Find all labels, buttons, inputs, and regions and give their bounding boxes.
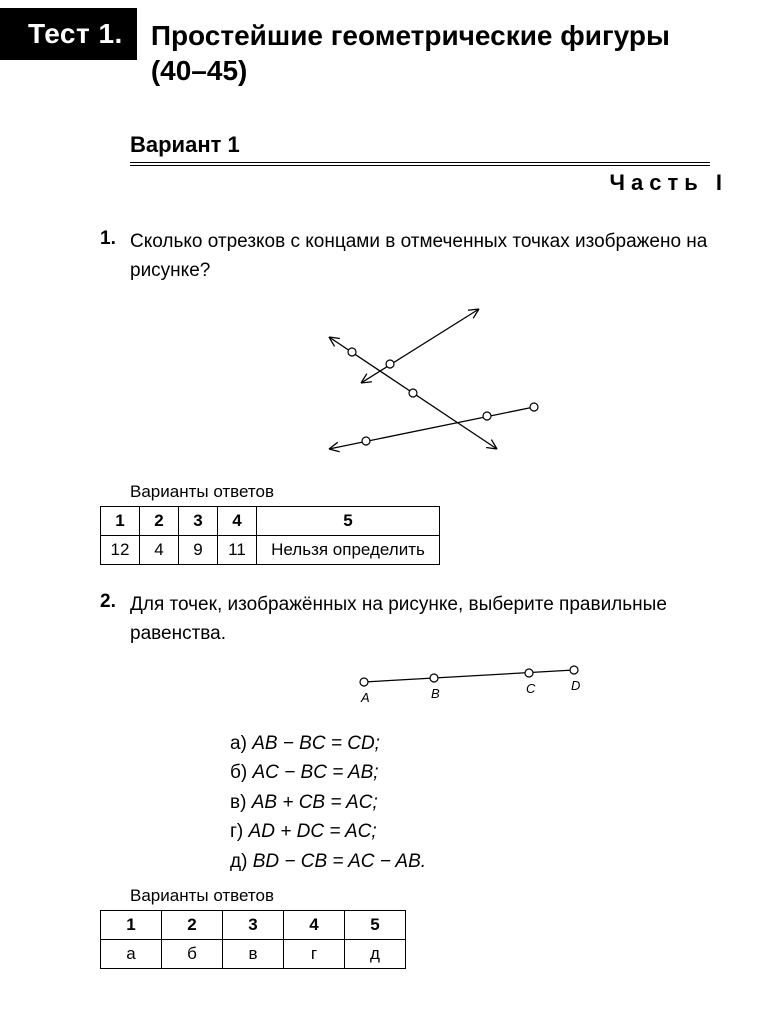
- q2-figure: A B C D: [220, 662, 728, 711]
- answer-cell: г: [284, 940, 345, 969]
- page-title: Простейшие геометрические фигуры (40–45): [151, 8, 670, 88]
- answer-cell: 12: [101, 536, 140, 565]
- answer-header: 5: [345, 911, 406, 940]
- svg-text:B: B: [431, 686, 440, 701]
- answer-header: 4: [218, 507, 257, 536]
- q2-text: Для точек, изображённых на рисунке, выбе…: [130, 591, 728, 648]
- q1-answer-table: 12345124911Нельзя определить: [100, 506, 440, 565]
- svg-text:C: C: [526, 681, 536, 696]
- question-1: 1. Сколько отрезков с концами в отмеченн…: [100, 228, 728, 565]
- answer-cell: а: [101, 940, 162, 969]
- q2-equations: а) AB − BC = CD;б) AC − BC = AB;в) AB + …: [230, 729, 728, 876]
- answer-header: 2: [140, 507, 179, 536]
- answer-header: 4: [284, 911, 345, 940]
- test-label: Тест 1.: [0, 8, 137, 60]
- answer-cell: б: [162, 940, 223, 969]
- answer-cell: 9: [179, 536, 218, 565]
- q1-figure: [100, 299, 728, 474]
- q2-answer-table: 12345 абвгд: [100, 910, 406, 969]
- answer-header: 1: [101, 507, 140, 536]
- q2-answers-label: Варианты ответов: [130, 886, 728, 906]
- variant-block: Вариант 1: [130, 132, 710, 166]
- answer-cell: 4: [140, 536, 179, 565]
- part-label: Часть I: [0, 170, 728, 196]
- answer-header: 5: [257, 507, 440, 536]
- q2-number: 2.: [100, 591, 130, 648]
- answer-header: 3: [179, 507, 218, 536]
- question-2: 2. Для точек, изображённых на рисунке, в…: [100, 591, 728, 969]
- q1-answers-label: Варианты ответов: [130, 482, 728, 502]
- equation-item: г) AD + DC = AC;: [230, 817, 728, 846]
- answer-cell: Нельзя определить: [257, 536, 440, 565]
- answer-cell: д: [345, 940, 406, 969]
- answer-header: 3: [223, 911, 284, 940]
- equation-item: б) AC − BC = AB;: [230, 758, 728, 787]
- page-header: Тест 1. Простейшие геометрические фигуры…: [0, 8, 768, 88]
- q1-number: 1.: [100, 228, 130, 285]
- answer-header: 2: [162, 911, 223, 940]
- equation-item: д) BD − CB = AC − AB.: [230, 847, 728, 876]
- answer-cell: в: [223, 940, 284, 969]
- svg-text:A: A: [360, 690, 370, 705]
- q1-text: Сколько отрезков с концами в отмеченных …: [130, 228, 728, 285]
- variant-title: Вариант 1: [130, 132, 710, 162]
- svg-text:D: D: [571, 678, 580, 693]
- answer-header: 1: [101, 911, 162, 940]
- equation-item: в) AB + CB = AC;: [230, 788, 728, 817]
- title-line1: Простейшие геометрические фигуры: [151, 20, 670, 51]
- equation-item: а) AB − BC = CD;: [230, 729, 728, 758]
- answer-cell: 11: [218, 536, 257, 565]
- title-line2: (40–45): [151, 55, 248, 86]
